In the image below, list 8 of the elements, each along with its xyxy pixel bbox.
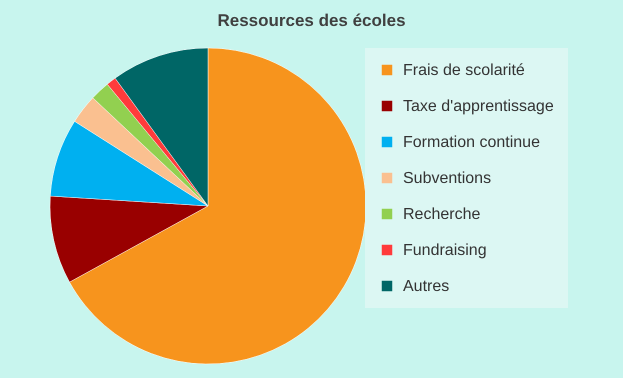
legend-label: Formation continue: [403, 134, 540, 151]
legend-label: Taxe d'apprentissage: [403, 98, 554, 115]
chart-title: Ressources des écoles: [217, 11, 406, 30]
legend-label: Autres: [403, 278, 450, 295]
legend-label: Subventions: [403, 170, 492, 187]
legend-label: Fundraising: [403, 242, 487, 259]
legend-label: Frais de scolarité: [403, 62, 525, 79]
legend-label: Recherche: [403, 206, 480, 223]
